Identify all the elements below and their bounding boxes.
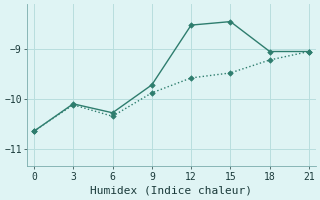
X-axis label: Humidex (Indice chaleur): Humidex (Indice chaleur) — [91, 186, 252, 196]
